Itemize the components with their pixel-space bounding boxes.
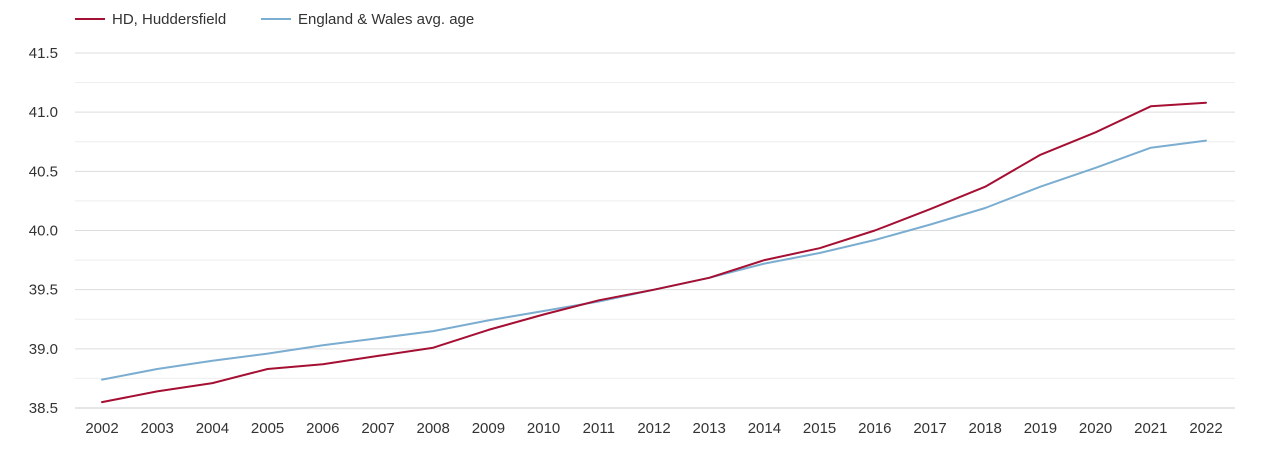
y-tick-label: 41.5 [29,45,58,62]
x-tick-label: 2003 [141,420,174,437]
legend-label: England & Wales avg. age [298,11,474,28]
x-tick-label: 2021 [1134,420,1167,437]
x-tick-label: 2020 [1079,420,1112,437]
x-tick-label: 2013 [693,420,726,437]
x-tick-label: 2017 [913,420,946,437]
x-tick-label: 2009 [472,420,505,437]
gridlines [75,52,1235,409]
x-tick-label: 2005 [251,420,284,437]
x-tick-label: 2014 [748,420,781,437]
x-tick-label: 2016 [858,420,891,437]
y-tick-label: 40.5 [29,163,58,180]
x-tick-label: 2010 [527,420,560,437]
series-line-hd-huddersfield [101,101,1207,404]
x-tick-label: 2006 [306,420,339,437]
x-tick-label: 2008 [417,420,450,437]
legend: HD, Huddersfield England & Wales avg. age [75,11,474,28]
x-tick-label: 2011 [583,420,615,437]
x-tick-label: 2018 [969,420,1002,437]
series-lines [101,101,1207,404]
x-tick-label: 2012 [637,420,670,437]
legend-label: HD, Huddersfield [112,11,226,28]
y-tick-label: 39.0 [29,341,58,358]
x-axis: 2002 2003 2004 2005 2006 2007 2008 2009 2010 2011… [75,407,1235,437]
x-tick-label: 2007 [361,420,394,437]
x-tick-label: 2004 [196,420,229,437]
x-tick-label: 2019 [1024,420,1057,437]
x-tick-label: 2015 [803,420,836,437]
y-tick-label: 39.5 [29,282,58,299]
y-axis: 38.5 39.0 39.5 40.0 40.5 41.0 41.5 [29,45,58,417]
x-tick-label: 2002 [85,420,118,437]
y-tick-label: 40.0 [29,223,58,240]
x-tick-label: 2022 [1189,420,1222,437]
y-tick-label: 38.5 [29,400,58,417]
y-tick-label: 41.0 [29,104,58,121]
